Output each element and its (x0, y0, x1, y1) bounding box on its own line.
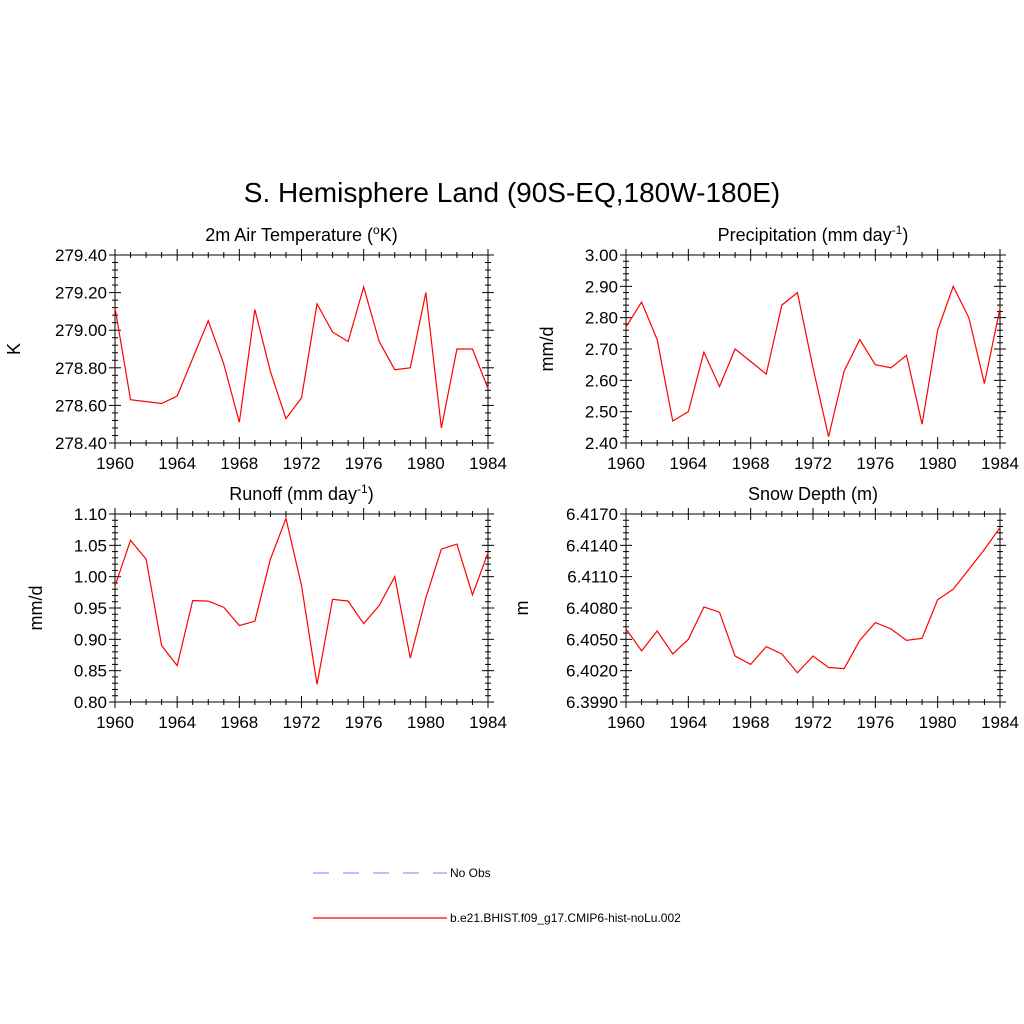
panel-title-air-temperature: 2m Air Temperature (oK) (205, 223, 397, 245)
y-tick-label: 279.40 (55, 246, 107, 265)
x-tick-label: 1984 (981, 454, 1019, 473)
x-tick-label: 1960 (96, 454, 134, 473)
panel-title-superscript: -1 (357, 482, 368, 496)
y-tick-label: 2.90 (585, 277, 618, 296)
y-tick-label: 1.05 (74, 536, 107, 555)
panel-title-text: Runoff (mm day (229, 484, 357, 504)
panel-precipitation: Precipitation (mm day-1) 2.40 2.50 2.60 2.70… (537, 223, 1019, 473)
x-tick-label: 1984 (469, 713, 507, 732)
x-tick-label: 1968 (732, 713, 770, 732)
series-line-runoff (114, 516, 489, 685)
x-tick-label: 1980 (407, 713, 445, 732)
x-tick-label: 1976 (345, 454, 383, 473)
y-tick-label: 278.80 (55, 359, 107, 378)
x-tick-label: 1972 (794, 454, 832, 473)
y-tick-label: 279.20 (55, 284, 107, 303)
x-tick-label: 1980 (919, 454, 957, 473)
y-tick-label: 2.50 (585, 403, 618, 422)
legend-label-model: b.e21.BHIST.f09_g17.CMIP6-hist-noLu.002 (450, 911, 681, 925)
y-tick-label: 3.00 (585, 246, 618, 265)
y-tick-label: 2.40 (585, 434, 618, 453)
x-tick-label: 1964 (158, 454, 196, 473)
y-tick-label: 278.60 (55, 396, 107, 415)
panel-title-runoff: Runoff (mm day-1) (229, 482, 373, 504)
x-tick-label: 1964 (669, 454, 707, 473)
legend: No Obs b.e21.BHIST.f09_g17.CMIP6-hist-no… (313, 866, 681, 925)
panel-title-superscript: o (373, 223, 380, 237)
series-line-snow-depth (625, 527, 1001, 674)
y-tick-label: 278.40 (55, 434, 107, 453)
y-tick-label: 2.70 (585, 340, 618, 359)
panel-title-text: Snow Depth (m) (748, 484, 878, 504)
x-tick-label: 1960 (607, 713, 645, 732)
y-tick-label: 279.00 (55, 321, 107, 340)
legend-label-no-obs: No Obs (450, 866, 491, 880)
x-tick-label: 1960 (607, 454, 645, 473)
y-tick-label: 2.80 (585, 309, 618, 328)
x-tick-label: 1980 (407, 454, 445, 473)
y-axis-title-precipitation: mm/d (537, 327, 557, 372)
x-tick-label: 1976 (856, 454, 894, 473)
x-tick-label: 1976 (345, 713, 383, 732)
x-tick-label: 1972 (794, 713, 832, 732)
x-tick-label: 1984 (981, 713, 1019, 732)
panel-title-snow-depth: Snow Depth (m) (748, 484, 878, 504)
y-tick-label: 2.60 (585, 371, 618, 390)
y-tick-label: 6.4080 (566, 599, 618, 618)
panel-title-tail: ) (368, 484, 374, 504)
panel-title-text: Precipitation (mm day (718, 225, 892, 245)
x-tick-label: 1968 (732, 454, 770, 473)
chart-panels: 2m Air Temperature (oK)278.40278.60278.8… (4, 223, 1019, 732)
series-line-air-temperature (114, 284, 489, 429)
y-tick-label: 6.4140 (566, 536, 618, 555)
panel-title-tail: ) (902, 225, 908, 245)
figure-title: S. Hemisphere Land (90S-EQ,180W-180E) (244, 177, 780, 208)
x-tick-label: 1972 (283, 454, 321, 473)
x-tick-label: 1976 (856, 713, 894, 732)
x-tick-label: 1980 (919, 713, 957, 732)
plot-frame-runoff (114, 513, 489, 703)
y-tick-label: 6.4020 (566, 662, 618, 681)
x-tick-label: 1972 (283, 713, 321, 732)
y-axis-title-air-temperature: K (4, 343, 24, 355)
panel-title-superscript: -1 (892, 223, 903, 237)
y-tick-label: 6.4170 (566, 505, 618, 524)
panel-snow-depth: Snow Depth (m) 6.3990 6.4020 6.4050 6.4080 6.… (512, 484, 1019, 732)
y-tick-label: 6.4050 (566, 630, 618, 649)
panel-air-temperature: 2m Air Temperature (oK) 278.40 278.60 278.8… (4, 223, 507, 473)
y-tick-label: 1.00 (74, 568, 107, 587)
panel-title-precipitation: Precipitation (mm day-1) (718, 223, 909, 245)
panel-title-tail: K) (380, 225, 398, 245)
x-tick-label: 1968 (220, 713, 258, 732)
x-tick-label: 1960 (96, 713, 134, 732)
y-tick-label: 0.85 (74, 662, 107, 681)
y-tick-label: 0.90 (74, 630, 107, 649)
y-tick-label: 6.3990 (566, 693, 618, 712)
panel-runoff: Runoff (mm day-1) 0.80 0.85 0.90 0.95 1.00 1.0… (26, 482, 507, 732)
x-tick-label: 1968 (220, 454, 258, 473)
y-tick-label: 0.95 (74, 599, 107, 618)
series-line-precipitation (625, 284, 1001, 437)
panel-title-text: 2m Air Temperature ( (205, 225, 373, 245)
y-tick-label: 1.10 (74, 505, 107, 524)
x-tick-label: 1964 (669, 713, 707, 732)
plot-frame-snow-depth (625, 513, 1001, 703)
x-tick-label: 1984 (469, 454, 507, 473)
y-tick-label: 0.80 (74, 693, 107, 712)
y-axis-title-runoff: mm/d (26, 586, 46, 631)
y-tick-label: 6.4110 (567, 568, 618, 587)
y-axis-title-snow-depth: m (512, 601, 532, 616)
x-tick-label: 1964 (158, 713, 196, 732)
legend-entry-model: b.e21.BHIST.f09_g17.CMIP6-hist-noLu.002 (313, 911, 681, 925)
legend-entry-no-obs: No Obs (313, 866, 491, 880)
